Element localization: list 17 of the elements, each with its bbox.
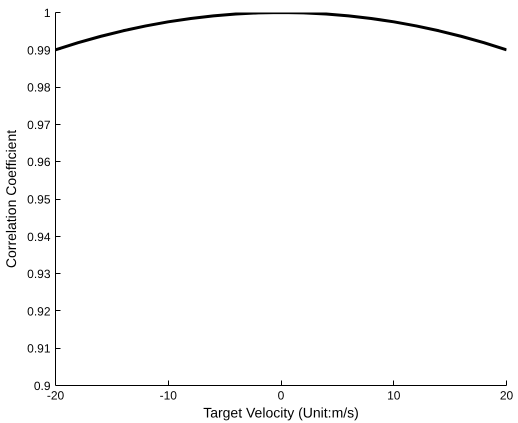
- y-tick-label: 1: [44, 6, 51, 20]
- y-tick-label: 0.93: [27, 267, 51, 282]
- y-axis-title: Correlation Coefficient: [3, 130, 20, 268]
- y-tick-label: 0.97: [27, 118, 51, 132]
- x-tick-label: 0: [278, 388, 285, 402]
- x-tick-label: 20: [500, 388, 514, 402]
- x-tick-label: -10: [160, 388, 178, 402]
- y-tick-label: 0.98: [27, 80, 51, 95]
- x-axis-title: Target Velocity (Unit:m/s): [203, 404, 359, 420]
- y-tick-label: 0.99: [27, 43, 51, 58]
- y-tick-label: 0.9: [34, 379, 51, 393]
- y-tick-label: 0.91: [27, 342, 51, 356]
- y-tick-label: 0.96: [27, 155, 51, 170]
- y-tick-label: 0.95: [27, 192, 51, 206]
- x-tick-label: 10: [387, 388, 401, 402]
- y-tick-label: 0.94: [27, 230, 51, 244]
- y-tick-label: 0.92: [27, 304, 51, 318]
